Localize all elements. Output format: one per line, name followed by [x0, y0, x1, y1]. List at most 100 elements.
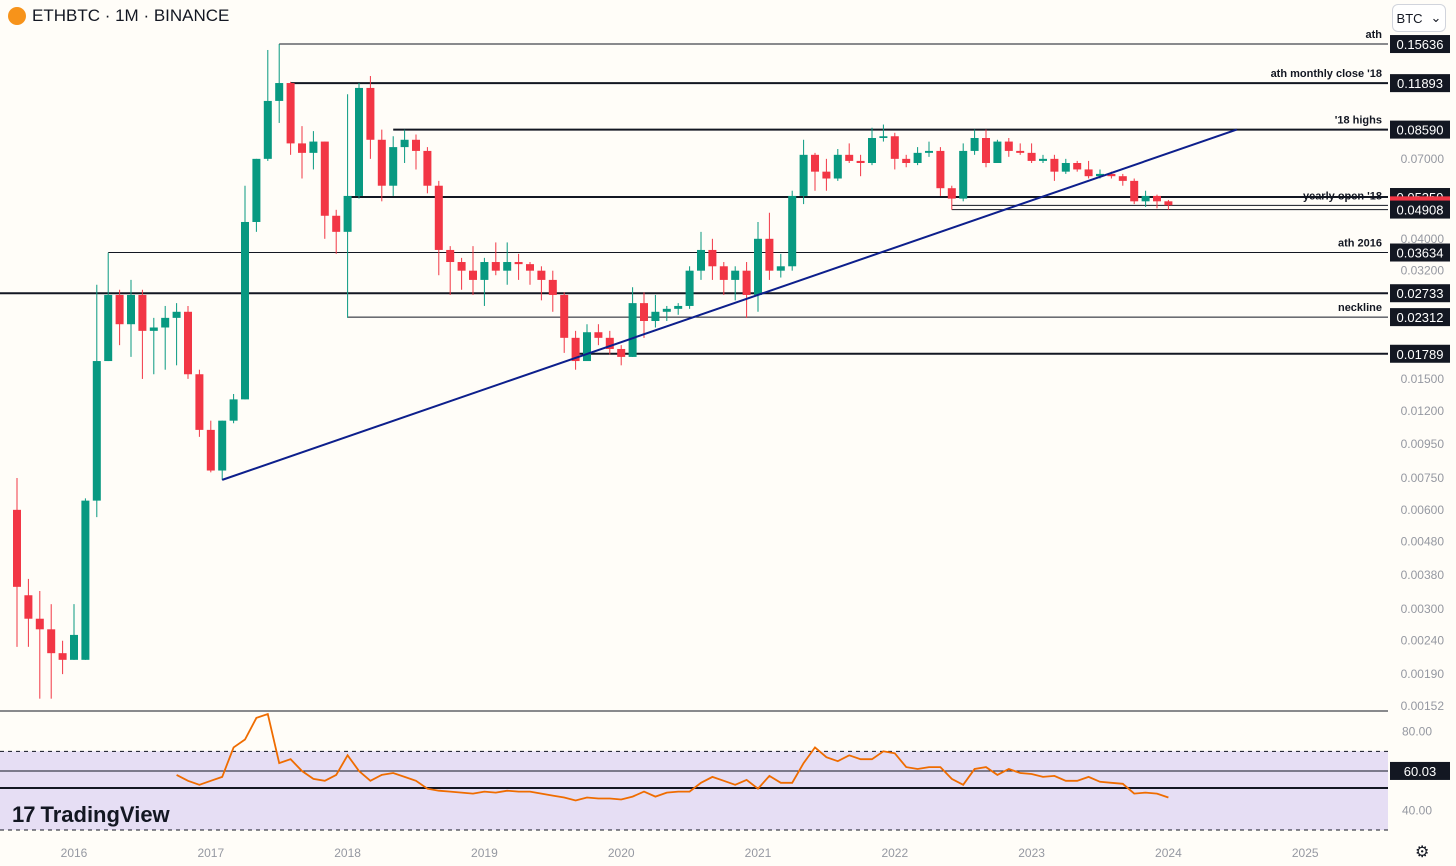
candle-body	[731, 270, 740, 280]
y-tick-label: 0.00240	[1401, 634, 1445, 648]
candle	[1004, 138, 1013, 157]
candle	[640, 292, 648, 338]
candle-body	[172, 311, 181, 318]
candle	[514, 253, 523, 280]
x-tick-label: 2021	[745, 846, 772, 860]
level-price-label: 0.08590	[1397, 123, 1444, 138]
candle	[469, 246, 477, 295]
rsi-line	[176, 712, 1169, 802]
candle-body	[560, 294, 569, 338]
candle	[970, 129, 979, 155]
candle-body	[970, 138, 979, 151]
candle	[184, 305, 192, 379]
candle-body	[115, 294, 124, 325]
candle-body	[355, 87, 363, 196]
candle-body	[879, 136, 888, 139]
candle	[298, 126, 306, 179]
x-tick-label: 2023	[1018, 846, 1045, 860]
candle-body	[138, 294, 147, 331]
candle	[936, 147, 945, 196]
candle	[195, 369, 204, 437]
candle	[776, 253, 785, 278]
chevron-down-icon: ⌄	[1430, 10, 1442, 25]
candle-body	[161, 317, 170, 328]
candle-body	[35, 618, 44, 630]
candle-body	[947, 188, 956, 199]
candle-body	[913, 152, 922, 163]
candle	[1073, 160, 1082, 172]
candle	[332, 209, 341, 254]
candle	[674, 303, 683, 315]
candle	[1153, 194, 1161, 209]
candle	[320, 141, 329, 239]
candle-body	[13, 509, 21, 587]
candle-body	[1130, 180, 1139, 202]
candle	[605, 330, 614, 355]
y-tick-label: 0.00950	[1401, 437, 1445, 451]
candle-body	[640, 303, 648, 322]
candle	[526, 262, 534, 285]
candle	[799, 139, 808, 205]
rsi-level-tag	[1390, 761, 1450, 780]
candle-body	[92, 361, 101, 501]
candle-body	[104, 294, 113, 362]
candle	[628, 287, 637, 357]
candle	[13, 477, 21, 647]
candle	[400, 129, 409, 163]
candle	[434, 180, 443, 276]
y-tick-label: 0.00190	[1401, 667, 1445, 681]
level-price-tag	[1390, 35, 1450, 54]
y-tick-label: 0.01500	[1401, 372, 1445, 386]
candle	[651, 294, 660, 328]
candle-body	[24, 595, 33, 619]
candle	[377, 129, 386, 202]
symbol-title: ETHBTC · 1M · BINANCE	[32, 6, 230, 25]
candle	[480, 257, 489, 306]
currency-label: BTC	[1396, 10, 1423, 26]
level-price-label: 0.04908	[1397, 203, 1444, 218]
candle	[765, 212, 774, 280]
level-note: yearly open '18	[1303, 190, 1382, 202]
candle-body	[332, 215, 341, 232]
candle	[708, 238, 717, 280]
level-price-label: 0.15636	[1397, 37, 1444, 52]
candle	[92, 284, 101, 518]
rsi-tick-label: 80.00	[1402, 725, 1432, 739]
settings-gear-icon[interactable]: ⚙	[1415, 844, 1430, 861]
candle-body	[195, 374, 204, 430]
candle-body	[605, 337, 614, 349]
candle	[457, 257, 466, 290]
candle	[229, 393, 238, 424]
candle-body	[81, 500, 90, 660]
candle-body	[434, 185, 443, 250]
candle-body	[1107, 173, 1116, 177]
candle-body	[1050, 158, 1059, 172]
x-tick-label: 2016	[61, 846, 88, 860]
candle-body	[776, 266, 785, 271]
level-price-tag	[1390, 308, 1450, 327]
level-price-tag	[1390, 243, 1450, 262]
currency-button[interactable]: BTC ⌄	[1392, 4, 1446, 32]
level-price-tag	[1390, 284, 1450, 303]
candle	[742, 262, 751, 318]
candle	[286, 81, 295, 155]
candle-body	[58, 653, 67, 660]
candle	[754, 221, 762, 312]
candle	[537, 266, 546, 301]
candle-body	[1004, 141, 1013, 151]
candle-body	[1153, 195, 1161, 202]
candle	[719, 262, 728, 295]
level-note: ath 2016	[1338, 238, 1382, 250]
candle-body	[548, 279, 557, 295]
candle	[571, 330, 580, 370]
candle-body	[412, 139, 420, 151]
candle-body	[765, 238, 774, 271]
x-tick-label: 2025	[1292, 846, 1319, 860]
candle	[275, 44, 284, 123]
candle	[172, 303, 181, 366]
candle-body	[742, 270, 751, 295]
candle	[149, 317, 158, 375]
candle	[856, 154, 865, 177]
candle	[104, 252, 113, 362]
